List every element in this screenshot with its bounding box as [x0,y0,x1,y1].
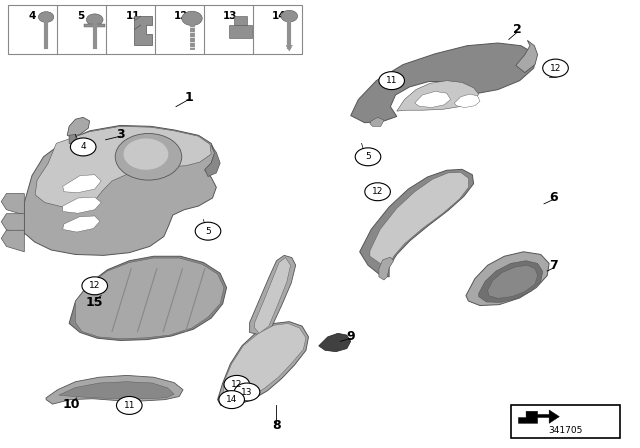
Circle shape [543,59,568,77]
Polygon shape [1,194,24,215]
Text: 4: 4 [81,142,86,151]
Polygon shape [454,94,480,108]
Text: 5: 5 [205,227,211,236]
Text: 4: 4 [28,11,36,21]
Polygon shape [319,333,351,352]
Polygon shape [250,255,296,335]
Polygon shape [466,252,549,306]
Polygon shape [1,214,24,235]
Text: 10: 10 [63,397,81,411]
Polygon shape [205,145,220,177]
Polygon shape [63,197,101,213]
Circle shape [195,222,221,240]
Polygon shape [370,172,468,267]
Text: 13: 13 [241,388,253,396]
Polygon shape [1,230,24,252]
Bar [84,24,105,27]
Bar [511,405,620,438]
Polygon shape [63,216,100,232]
Polygon shape [415,91,451,108]
Text: 3: 3 [116,128,125,141]
Polygon shape [370,117,384,126]
Bar [229,25,252,38]
Text: 15: 15 [86,296,104,309]
Circle shape [38,12,54,22]
Polygon shape [24,125,216,255]
Polygon shape [134,16,152,45]
Text: 12: 12 [231,380,243,389]
Circle shape [115,134,182,180]
Text: 341705: 341705 [548,426,582,435]
Polygon shape [351,43,536,123]
Circle shape [86,14,103,26]
Circle shape [182,11,202,26]
Polygon shape [218,322,308,405]
Text: 14: 14 [271,11,286,21]
Text: 13: 13 [223,11,237,21]
Polygon shape [69,256,227,340]
Text: 11: 11 [125,11,140,21]
Polygon shape [67,117,90,137]
Polygon shape [516,40,538,73]
Polygon shape [223,323,306,402]
Bar [8,5,302,54]
Circle shape [234,383,260,401]
Text: 14: 14 [226,395,237,404]
Circle shape [224,375,250,393]
Text: 8: 8 [272,419,281,432]
Text: 6: 6 [549,190,558,204]
Text: 5: 5 [365,152,371,161]
Text: 12: 12 [372,187,383,196]
Circle shape [281,10,298,22]
Polygon shape [518,410,559,423]
Text: 9: 9 [346,330,355,344]
Circle shape [355,148,381,166]
Polygon shape [46,375,183,404]
Text: 1: 1 [184,91,193,104]
Polygon shape [69,134,76,144]
Bar [234,16,247,25]
Polygon shape [63,175,101,193]
Polygon shape [488,265,538,298]
Polygon shape [59,382,174,399]
Circle shape [379,72,404,90]
Text: 12: 12 [174,11,189,21]
Circle shape [124,138,168,170]
Polygon shape [286,45,292,51]
Text: 12: 12 [89,281,100,290]
Text: 7: 7 [549,258,558,272]
Polygon shape [76,258,224,339]
Circle shape [116,396,142,414]
Polygon shape [397,81,479,111]
Polygon shape [379,257,394,280]
Circle shape [70,138,96,156]
Circle shape [365,183,390,201]
Text: 12: 12 [550,64,561,73]
Polygon shape [360,169,474,277]
Polygon shape [255,258,291,333]
Text: 11: 11 [124,401,135,410]
Circle shape [82,277,108,295]
Text: 11: 11 [386,76,397,85]
Polygon shape [479,261,543,302]
Text: 5: 5 [77,11,84,21]
Polygon shape [35,126,211,207]
Text: 2: 2 [513,22,522,36]
Circle shape [219,391,244,409]
